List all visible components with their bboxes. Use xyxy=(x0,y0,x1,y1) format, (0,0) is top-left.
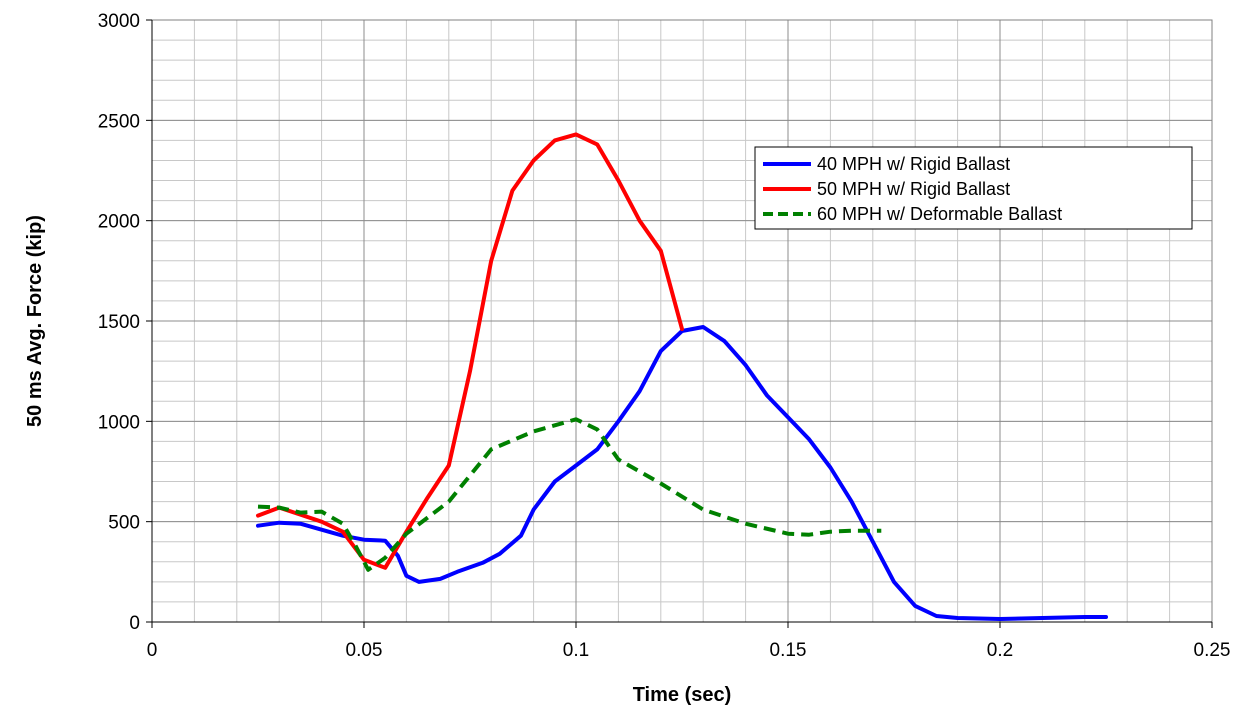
x-tick-label: 0 xyxy=(147,640,158,661)
x-axis-title: Time (sec) xyxy=(633,684,732,706)
x-tick-label: 0.25 xyxy=(1194,640,1231,661)
x-tick-label: 0.2 xyxy=(987,640,1013,661)
series-line-1 xyxy=(256,325,1108,621)
legend-label-3: 60 MPH w/ Deformable Ballast xyxy=(817,204,1062,224)
legend-label-1: 40 MPH w/ Rigid Ballast xyxy=(817,154,1010,174)
y-tick-label: 0 xyxy=(129,613,140,634)
x-tick-label: 0.05 xyxy=(346,640,383,661)
y-tick-labels: 0 500 1000 1500 2000 2500 3000 xyxy=(98,11,140,634)
y-tick-label: 1000 xyxy=(98,412,140,433)
y-tick-label: 1500 xyxy=(98,312,140,333)
series-line-3 xyxy=(257,417,882,572)
series-group xyxy=(256,132,1108,621)
y-tick-label: 3000 xyxy=(98,11,140,32)
legend-box xyxy=(754,146,1193,230)
legend: 40 MPH w/ Rigid Ballast 50 MPH w/ Rigid B… xyxy=(754,146,1193,230)
y-tick-label: 2000 xyxy=(98,212,140,233)
x-tick-label: 0.1 xyxy=(563,640,589,661)
axes xyxy=(146,19,1213,628)
y-tick-label: 2500 xyxy=(98,111,140,132)
x-tick-labels: 0 0.05 0.1 0.15 0.2 0.25 xyxy=(147,640,1231,661)
y-axis-title: 50 ms Avg. Force (kip) xyxy=(24,215,46,427)
legend-label-2: 50 MPH w/ Rigid Ballast xyxy=(817,179,1010,199)
major-grid xyxy=(152,20,1212,622)
series-line-2 xyxy=(256,132,684,570)
x-tick-label: 0.15 xyxy=(770,640,807,661)
y-tick-label: 500 xyxy=(108,513,140,534)
